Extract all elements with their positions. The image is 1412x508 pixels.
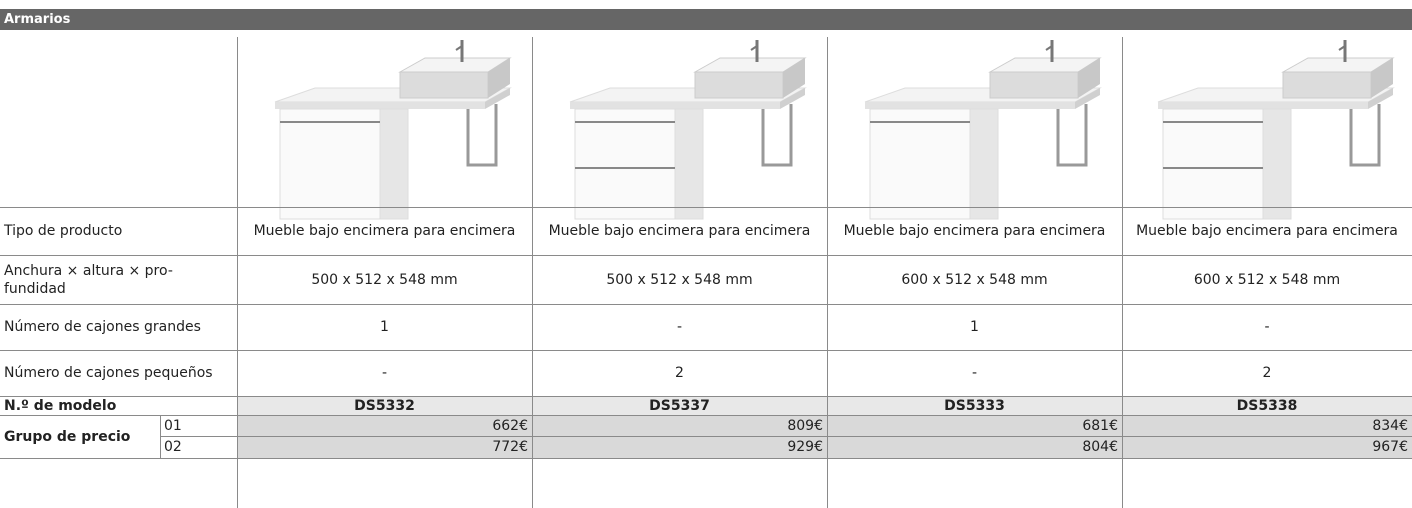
- model-number: DS5333: [827, 396, 1122, 415]
- column-line: [1122, 37, 1123, 508]
- product-image: [1153, 40, 1398, 220]
- row-label: Anchura × altura × pro-fundidad: [4, 262, 173, 297]
- row-line: [0, 304, 1412, 305]
- column-line: [827, 37, 828, 508]
- product-image: [565, 40, 810, 220]
- row-line: [0, 458, 1412, 459]
- cell-value: -: [1264, 319, 1270, 335]
- model-number: DS5337: [532, 396, 827, 415]
- cell-value: 500 x 512 x 548 mm: [311, 271, 458, 288]
- model-number: DS5332: [237, 396, 532, 415]
- price-group-code: 01: [164, 417, 182, 434]
- price: 804€: [827, 436, 1122, 458]
- price-group-code: 02: [164, 439, 182, 455]
- row-line: [0, 207, 1412, 208]
- cell-value: Mueble bajo encimera para encimera: [548, 223, 811, 239]
- cell-value: 600 x 512 x 548 mm: [901, 271, 1048, 288]
- row-line: [0, 396, 1412, 397]
- price: 967€: [1122, 436, 1412, 458]
- product-image: [860, 40, 1105, 220]
- price: 772€: [237, 436, 532, 458]
- row-line: [160, 436, 1412, 437]
- row-line: [0, 415, 1412, 416]
- cell-value: 1: [970, 319, 979, 335]
- price: 662€: [237, 415, 532, 436]
- row-label: Tipo de producto: [4, 223, 123, 239]
- cell-value: -: [381, 365, 388, 381]
- price: 809€: [532, 415, 827, 436]
- column-line: [532, 37, 533, 508]
- row-label: Número de cajones pequeños: [4, 365, 213, 381]
- cell-value: Mueble bajo encimera para encimera: [843, 223, 1106, 239]
- cell-value: 1: [380, 319, 389, 335]
- cell-value: 600 x 512 x 548 mm: [1193, 271, 1341, 288]
- price: 834€: [1122, 415, 1412, 436]
- cell-value: -: [676, 319, 683, 335]
- cell-value: -: [971, 365, 978, 381]
- column-line: [160, 415, 161, 458]
- cell-value: Mueble bajo encimera para encimera: [1136, 223, 1398, 239]
- row-label: Grupo de precio: [4, 428, 131, 445]
- column-line: [237, 37, 238, 508]
- price: 681€: [827, 415, 1122, 436]
- product-image: [270, 40, 515, 220]
- cell-value: 2: [1262, 365, 1272, 381]
- section-header: Armarios: [0, 9, 1412, 30]
- cell-value: Mueble bajo encimera para encimera: [253, 223, 516, 239]
- price: 929€: [532, 436, 827, 458]
- cell-value: 2: [675, 365, 684, 381]
- row-label: Número de cajones grandes: [4, 319, 201, 335]
- row-label: N.º de modelo: [4, 397, 117, 414]
- row-line: [0, 350, 1412, 351]
- row-line: [0, 255, 1412, 256]
- cell-value: 500 x 512 x 548 mm: [606, 271, 753, 288]
- model-number: DS5338: [1122, 396, 1412, 415]
